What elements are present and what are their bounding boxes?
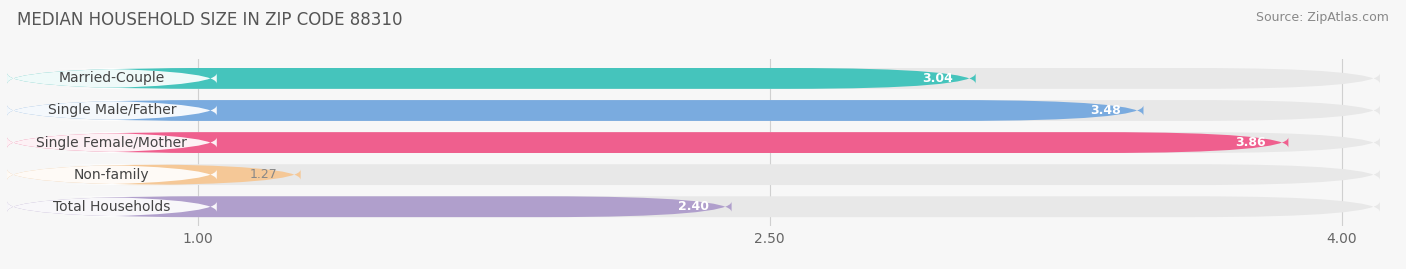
FancyBboxPatch shape [7, 68, 976, 89]
Text: Single Male/Father: Single Male/Father [48, 104, 176, 118]
FancyBboxPatch shape [7, 100, 217, 121]
FancyBboxPatch shape [7, 100, 1379, 121]
Text: 3.04: 3.04 [922, 72, 953, 85]
FancyBboxPatch shape [7, 196, 1379, 217]
Text: Married-Couple: Married-Couple [59, 72, 165, 86]
Text: Source: ZipAtlas.com: Source: ZipAtlas.com [1256, 11, 1389, 24]
FancyBboxPatch shape [7, 68, 1379, 89]
Text: Total Households: Total Households [53, 200, 170, 214]
FancyBboxPatch shape [7, 164, 217, 185]
FancyBboxPatch shape [7, 196, 731, 217]
FancyBboxPatch shape [7, 196, 217, 217]
Text: Single Female/Mother: Single Female/Mother [37, 136, 187, 150]
Text: 3.86: 3.86 [1234, 136, 1265, 149]
FancyBboxPatch shape [7, 132, 217, 153]
FancyBboxPatch shape [7, 68, 217, 89]
FancyBboxPatch shape [7, 132, 1288, 153]
Text: Non-family: Non-family [75, 168, 149, 182]
FancyBboxPatch shape [7, 164, 301, 185]
Text: 1.27: 1.27 [250, 168, 278, 181]
FancyBboxPatch shape [7, 100, 1143, 121]
FancyBboxPatch shape [7, 132, 1379, 153]
Text: 2.40: 2.40 [678, 200, 709, 213]
Text: 3.48: 3.48 [1090, 104, 1121, 117]
Text: MEDIAN HOUSEHOLD SIZE IN ZIP CODE 88310: MEDIAN HOUSEHOLD SIZE IN ZIP CODE 88310 [17, 11, 402, 29]
FancyBboxPatch shape [7, 164, 1379, 185]
